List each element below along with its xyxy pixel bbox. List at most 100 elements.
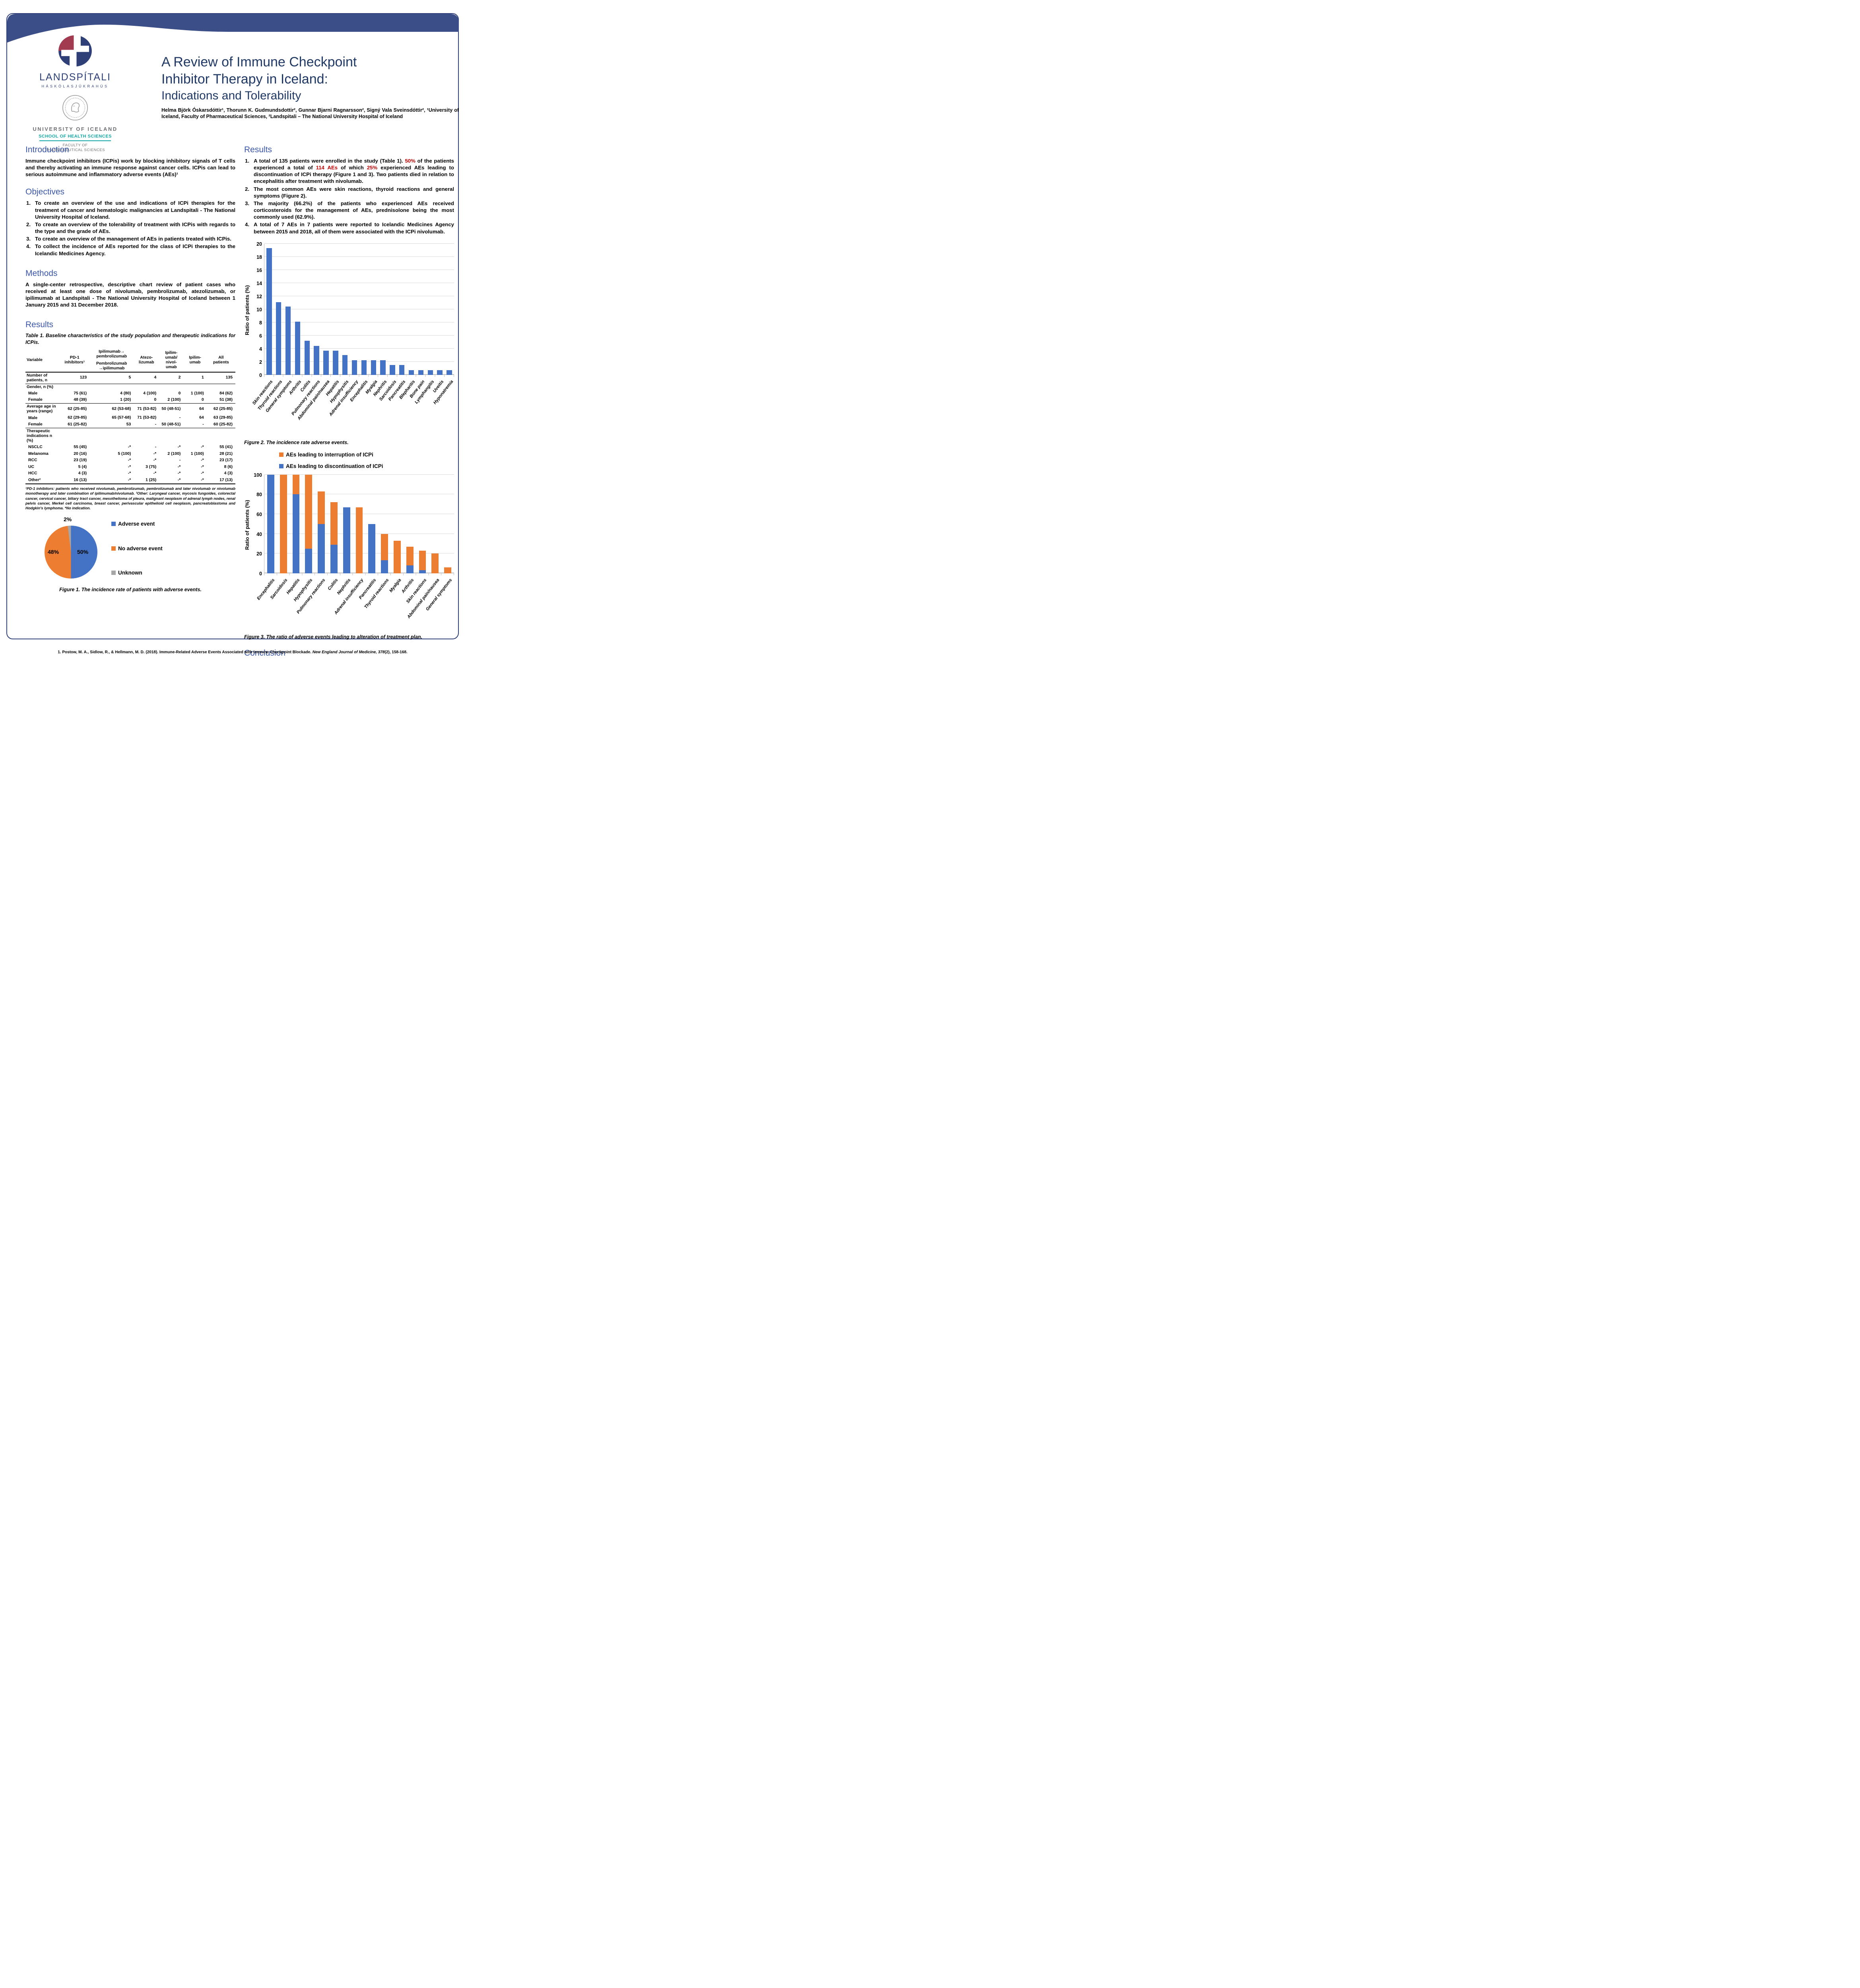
legend-swatch	[111, 546, 116, 551]
highlighted-stat: 25%	[367, 165, 378, 171]
cell-value	[207, 428, 235, 444]
legend-item-no-adverse-event: No adverse event	[111, 546, 163, 551]
header-line: Ipilim-	[189, 355, 201, 360]
table-row: RCC 23 (19) -* -* - -* 23 (17)	[25, 457, 235, 464]
header-line: lizumab	[138, 360, 154, 365]
bar	[314, 346, 319, 375]
table-row: Therapeutic indications n (%)	[25, 428, 235, 444]
cell-value: -	[179, 415, 181, 420]
x-category-label: Thyroid reactions	[363, 577, 390, 610]
header-line: umab/	[165, 355, 178, 360]
table1-column-header: All patients	[207, 349, 235, 372]
cell-value: -*	[153, 471, 157, 476]
cell-value: 62 (25-85)	[214, 407, 233, 412]
cell-value: -*	[177, 445, 181, 450]
cell-value: 65 (57-68)	[112, 415, 131, 420]
cell-value: 5	[128, 375, 131, 380]
bar-slot	[378, 244, 388, 375]
bar-slot	[264, 244, 274, 375]
y-tick-label: 0	[259, 571, 262, 577]
bar-segment-discontinuation	[305, 548, 313, 573]
row-label: NSCLC	[28, 445, 43, 450]
bar-segment-interruption	[431, 553, 439, 573]
legend-label: Unknown	[118, 570, 142, 576]
cell-value: -*	[128, 458, 131, 463]
result-item: A total of 7 AEs in 7 patients were repo…	[244, 221, 454, 235]
table-row: Male 75 (61) 4 (80) 4 (100) 0 1 (100) 84 (62)	[25, 390, 235, 397]
y-tick-label: 20	[256, 551, 262, 557]
introduction-text: Immune checkpoint inhibitors (ICPis) wor…	[25, 158, 235, 178]
table-row: NSCLC 55 (45) -* - -* -* 55 (41)	[25, 444, 235, 450]
cell-value	[183, 384, 206, 390]
cell-value: 55 (45)	[74, 445, 87, 450]
authors-line: Helma Björk Óskarsdóttir¹, Thorunn K. Gu…	[161, 107, 459, 119]
bar-slot	[321, 244, 331, 375]
left-column: Introduction Immune checkpoint inhibitor…	[25, 145, 235, 592]
cell-value: 2 (100)	[167, 398, 181, 402]
bar-slot	[359, 244, 369, 375]
figure3-x-labels: Encephalitis Sarcoidosis Hepatitis Hypophys…	[256, 575, 454, 630]
cell-value: -	[179, 458, 181, 463]
figure2-x-ticks	[264, 375, 454, 377]
y-tick-label: 8	[259, 320, 262, 326]
cell-value: 5 (4)	[78, 464, 87, 469]
cell-value: 5 (100)	[118, 451, 131, 456]
cell-value: 1 (25)	[146, 478, 157, 482]
bar	[323, 350, 329, 375]
row-label: Male	[28, 415, 38, 420]
cell-value: 4 (80)	[120, 391, 131, 396]
cell-value: 8 (6)	[224, 464, 233, 469]
bar-slot	[283, 244, 293, 375]
bar	[390, 365, 395, 375]
cell-value: 17 (13)	[219, 478, 233, 482]
bar-slot	[331, 244, 340, 375]
cell-value: 51 (38)	[219, 398, 233, 402]
cell-value: -*	[201, 478, 204, 482]
bar-slot	[388, 244, 397, 375]
row-label: Male	[28, 391, 38, 396]
cell-value: 135	[225, 375, 233, 380]
x-axis-line	[264, 374, 454, 375]
table1-column-header: Ipilimumab→ pembrolizumab Pembrolizumab →…	[89, 349, 134, 372]
row-label: Average age in years (range)	[27, 404, 56, 414]
bar	[285, 307, 291, 375]
pie-graphic	[45, 526, 97, 579]
cell-value: 64	[199, 415, 204, 420]
cell-value: 3 (75)	[146, 464, 157, 469]
table-row: Male 62 (29-85) 65 (57-68) 71 (53-82) - 64 63 …	[25, 415, 235, 421]
bar-segment-interruption	[406, 546, 414, 565]
poster-title-line1: A Review of Immune Checkpoint	[161, 54, 357, 70]
table1-footnote: ¹PD-1 inhibitors: patients who received …	[25, 487, 235, 511]
bar-slot	[290, 474, 303, 573]
table1: Variable PD-1 inhibitors¹ Ipilimumab→ pemb…	[25, 349, 235, 484]
table-row: HCC 4 (3) -* -* -* -* 4 (3)	[25, 470, 235, 477]
cell-value: 4	[154, 375, 157, 380]
cell-value: -*	[128, 478, 131, 482]
cell-value: 16 (13)	[74, 478, 87, 482]
bar	[380, 360, 386, 375]
poster-page: LANDSPÍTALI HÁSKÓLASJÚKRAHÚS UNIVERSITY …	[0, 0, 465, 658]
cell-value	[89, 384, 134, 390]
row-label: Female	[28, 422, 43, 427]
y-tick-label: 12	[256, 293, 262, 299]
table1-column-header: Ipilim-umab	[183, 349, 206, 372]
logo-column: LANDSPÍTALI HÁSKÓLASJÚKRAHÚS UNIVERSITY …	[21, 35, 129, 153]
text-run: (2), 158-168.	[384, 650, 408, 654]
figure3-plot-area	[264, 474, 454, 573]
table-row: Female 61 (25-82) 53-50 (48-51) -60 (25-82)	[25, 421, 235, 428]
table-row: Other² 16 (13) -* 1 (25) -* -* 17 (13)	[25, 477, 235, 484]
methods-text: A single-center retrospective, descripti…	[25, 281, 235, 308]
cell-value: 2 (100)	[167, 451, 181, 456]
legend-swatch	[279, 452, 283, 457]
pie-label-adverse: 50%	[77, 549, 89, 555]
university-school: SCHOOL OF HEALTH SCIENCES	[39, 134, 112, 139]
gridline	[264, 474, 454, 475]
figure3-y-axis-label: Ratio of patients (%)	[244, 500, 250, 550]
poster-frame: LANDSPÍTALI HÁSKÓLASJÚKRAHÚS UNIVERSITY …	[6, 13, 459, 658]
bar-segment-interruption	[444, 567, 451, 573]
bar-slot	[445, 244, 454, 375]
objective-item: To create an overview of the management …	[26, 235, 231, 242]
row-label: HCC	[28, 471, 37, 476]
legend-item-unknown: Unknown	[111, 570, 163, 576]
y-tick-label: 40	[256, 531, 262, 537]
